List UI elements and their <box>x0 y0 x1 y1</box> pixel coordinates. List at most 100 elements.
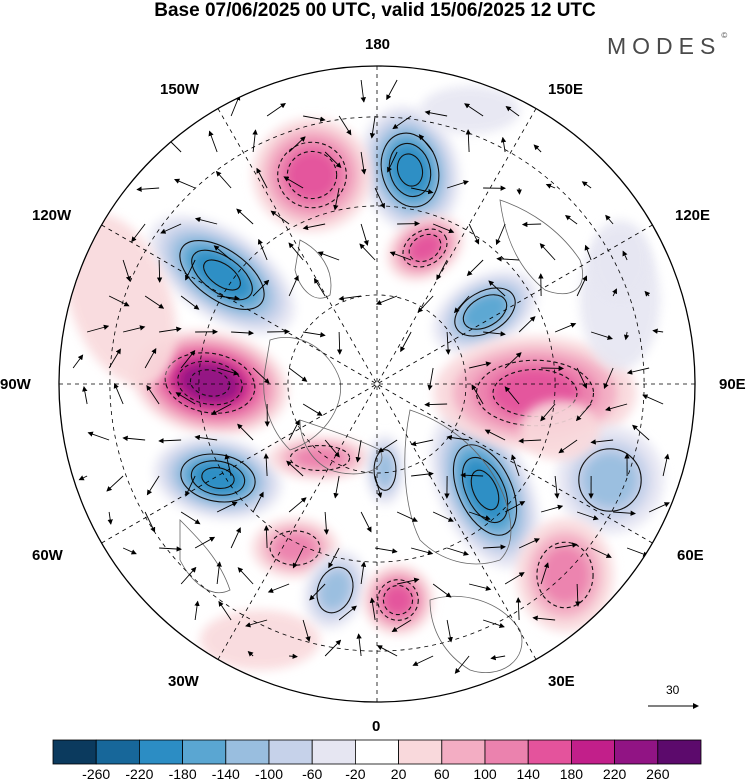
wind-vector <box>288 419 300 441</box>
wind-vector <box>648 502 670 513</box>
wind-vector <box>482 619 505 629</box>
wind-vector <box>504 501 526 513</box>
wind-vector <box>545 183 556 189</box>
wind-vector <box>369 115 376 139</box>
wind-vector <box>131 223 146 243</box>
wind-vector <box>387 151 398 173</box>
wind-vector <box>590 331 613 340</box>
wind-vector <box>156 259 163 283</box>
wind-vector <box>208 130 218 153</box>
wind-vector <box>418 134 434 153</box>
anomaly-field <box>63 86 664 670</box>
wind-vector <box>392 115 412 130</box>
wind-vector <box>175 392 196 405</box>
wind-vector <box>391 619 412 632</box>
lon-label-60e: 60E <box>677 547 704 564</box>
wind-vector <box>575 403 592 422</box>
lon-label-60w: 60W <box>32 547 63 564</box>
map-border <box>58 65 696 703</box>
wind-vector <box>644 290 651 297</box>
wind-vector <box>106 475 124 492</box>
map-disc <box>59 66 695 702</box>
wind-vector <box>267 583 290 593</box>
wind-vector <box>180 350 196 369</box>
wind-vector <box>411 471 434 477</box>
wind-vector <box>266 102 286 117</box>
lon-label-90e: 90E <box>719 376 746 393</box>
wind-vector <box>230 527 241 549</box>
wind-vector <box>483 331 506 337</box>
colorbar-tick-label: 140 <box>516 766 540 782</box>
coastline <box>429 595 523 673</box>
wind-vector <box>194 536 216 549</box>
wind-vector <box>108 295 130 307</box>
wind-vector <box>123 325 146 333</box>
wind-vector <box>612 288 617 297</box>
wind-vector <box>302 619 311 643</box>
wind-vector <box>288 497 307 513</box>
wind-vector <box>146 475 160 496</box>
lon-label-90w: 90W <box>0 376 31 393</box>
colorbar <box>52 739 702 765</box>
colorbar-swatch <box>138 739 183 765</box>
wind-vector <box>313 277 326 297</box>
meridian-line <box>217 108 537 660</box>
wind-vector <box>216 367 240 376</box>
modes-logo: MODES© <box>607 31 728 59</box>
wind-vector <box>427 367 434 391</box>
negative-anomaly-centre <box>432 270 538 354</box>
wind-vector <box>504 352 522 369</box>
graticule <box>59 66 695 702</box>
wind-vector <box>558 439 578 454</box>
wind-vector <box>410 439 434 447</box>
wind-vector <box>231 330 254 336</box>
negative-anomaly-centre <box>149 215 295 335</box>
wind-vector <box>417 295 434 313</box>
wind-vector <box>324 639 342 657</box>
colorbar-swatch <box>311 739 356 765</box>
wind-vector <box>289 653 298 659</box>
wind-vector <box>446 619 453 643</box>
wind-vector <box>355 439 362 463</box>
wind-vector <box>216 501 238 513</box>
wind-vector <box>396 511 418 522</box>
wind-vector <box>338 115 352 136</box>
colorbar-swatch <box>225 739 270 765</box>
reference-vector-label: 30 <box>666 683 680 697</box>
wind-vector <box>215 170 232 189</box>
wind-vector <box>283 176 304 189</box>
wind-vector <box>518 438 542 444</box>
wind-vector <box>496 256 520 262</box>
wind-vector <box>286 460 304 477</box>
colorbar-tick-label: 180 <box>559 766 584 782</box>
wind-vector <box>303 331 326 338</box>
positive-anomaly-centre <box>251 518 339 578</box>
lon-label-30w: 30W <box>168 673 199 690</box>
wind-vector <box>555 542 578 549</box>
wind-vector <box>194 217 218 225</box>
wind-vector <box>564 215 578 225</box>
coastline <box>404 409 512 565</box>
wind-vector <box>87 431 110 441</box>
wind-vector <box>288 242 304 261</box>
wind-vector <box>213 245 232 261</box>
colorbar-tick-label: -100 <box>254 766 284 782</box>
wind-vector <box>446 434 470 441</box>
coastline <box>299 419 383 475</box>
latitude-circle <box>287 294 467 474</box>
colorbar-tick-label: 260 <box>646 766 670 782</box>
wind-vector <box>576 275 588 297</box>
wind-vector <box>224 453 232 477</box>
lon-label-120w: 120W <box>32 207 72 224</box>
map-title: Base 07/06/2025 00 UTC, valid 15/06/2025… <box>154 0 596 21</box>
lon-label-150w: 150W <box>160 81 200 98</box>
wind-vector <box>603 367 614 390</box>
wind-vector <box>453 295 470 314</box>
wind-vector <box>356 633 362 657</box>
colorbar-tick-label: 20 <box>390 766 407 782</box>
colorbar-tick-label: -20 <box>345 766 366 782</box>
negative-anomaly-centre <box>153 436 283 520</box>
wind-vector <box>590 547 612 558</box>
wind-vector <box>174 178 196 189</box>
